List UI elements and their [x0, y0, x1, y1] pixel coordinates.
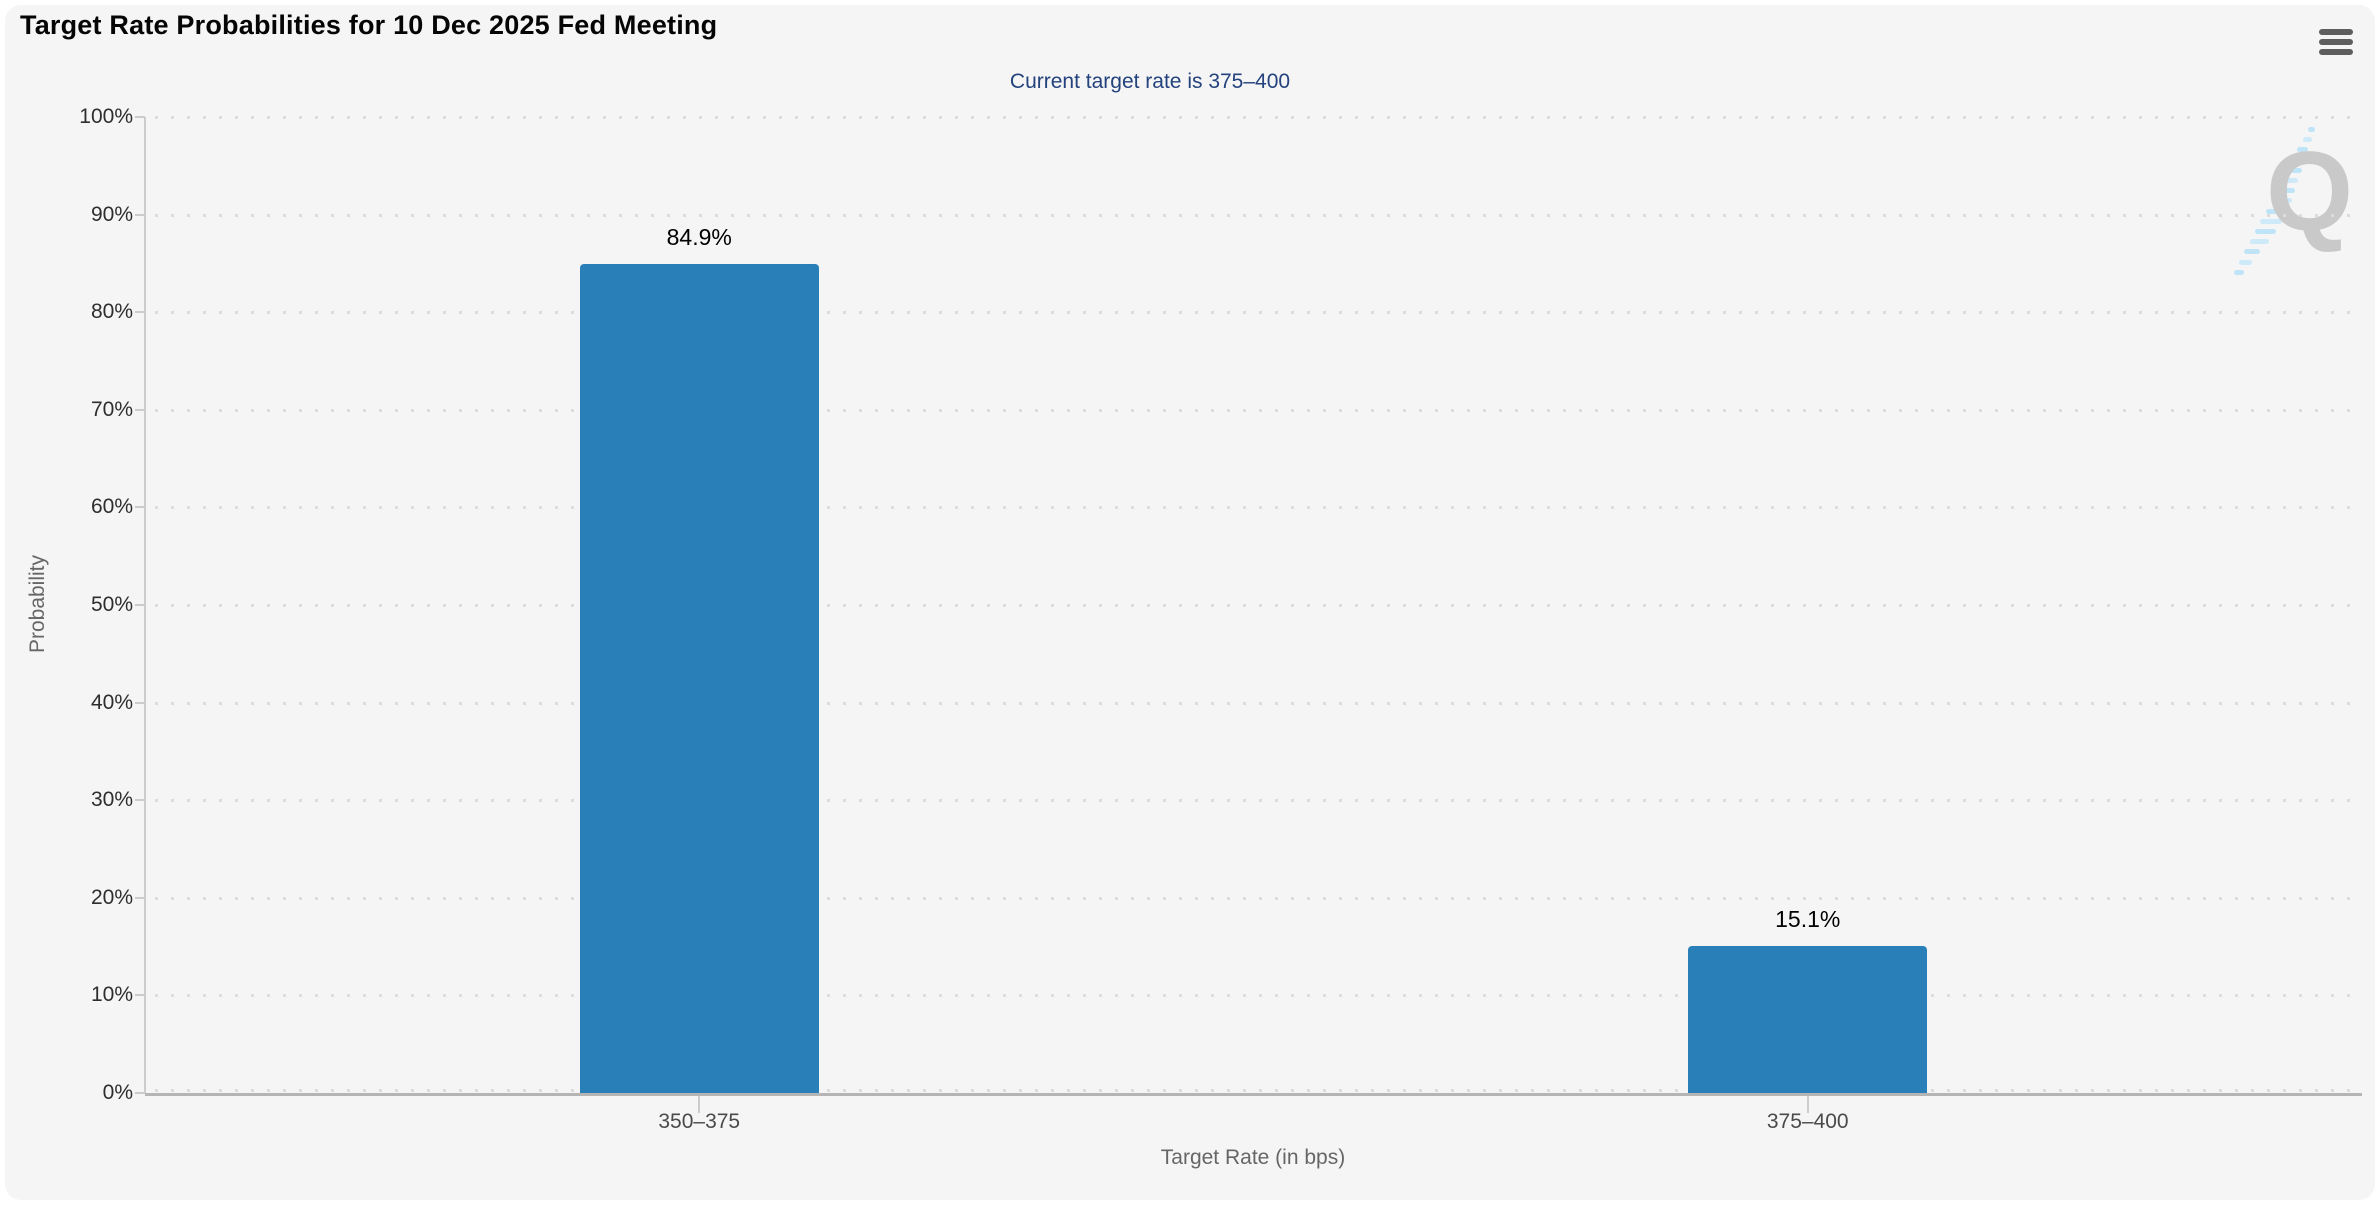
- y-gridline: [155, 896, 2362, 900]
- x-category-label: 375–400: [1766, 1110, 1849, 1133]
- y-axis-tick-label: 60%: [90, 495, 133, 519]
- y-gridline: [155, 116, 2362, 119]
- y-axis-tick: [135, 799, 145, 802]
- y-axis-tick-label: 30%: [90, 788, 133, 812]
- y-axis-tick: [135, 701, 145, 704]
- x-category-label: 350–375: [658, 1110, 741, 1133]
- y-axis-tick-label: 80%: [90, 300, 133, 324]
- bar-value-label: 84.9%: [666, 224, 732, 251]
- y-gridline: [155, 311, 2362, 315]
- y-axis-title: Probability: [26, 554, 49, 654]
- chart-context-menu-button[interactable]: [2310, 22, 2362, 62]
- y-axis-tick-label: 70%: [90, 397, 133, 421]
- y-axis-tick: [135, 408, 145, 411]
- y-axis-line: [144, 117, 146, 1093]
- chart-subtitle: Current target rate is 375–400: [1009, 70, 1291, 93]
- bar-value-label: 15.1%: [1775, 905, 1841, 932]
- probability-bar-350-375[interactable]: [579, 264, 819, 1093]
- y-axis-tick-label: 50%: [90, 593, 133, 616]
- y-axis-tick-label: 90%: [90, 202, 133, 226]
- y-axis-tick: [135, 896, 145, 899]
- x-axis-title: Target Rate (in bps): [1160, 1146, 1346, 1169]
- y-axis-tick: [135, 213, 145, 216]
- y-gridline: [155, 604, 2362, 607]
- y-gridline: [155, 213, 2362, 217]
- y-gridline: [155, 701, 2362, 705]
- chart-title: Target Rate Probabilities for 10 Dec 202…: [20, 10, 718, 40]
- y-axis-tick: [135, 994, 145, 997]
- y-axis-tick-label: 40%: [90, 690, 133, 714]
- y-axis-tick-label: 0%: [102, 1081, 133, 1104]
- y-axis-tick: [135, 311, 145, 314]
- hamburger-menu-icon: [2319, 29, 2353, 55]
- y-axis-tick-label: 100%: [79, 105, 133, 128]
- y-gridline: [155, 799, 2362, 803]
- x-axis-line: [145, 1093, 2362, 1096]
- y-gridline: [155, 994, 2362, 998]
- y-axis-tick-label: 20%: [90, 885, 133, 909]
- y-axis-tick-label: 10%: [90, 983, 133, 1007]
- y-axis-tick: [135, 1092, 145, 1094]
- chart-card: [5, 5, 2375, 1200]
- y-axis-tick: [135, 116, 145, 118]
- y-gridline: [155, 506, 2362, 510]
- y-gridline: [155, 1089, 2362, 1092]
- x-axis-tick: [1806, 1096, 1809, 1113]
- y-gridline: [155, 408, 2362, 412]
- y-axis-tick: [135, 604, 145, 606]
- y-axis-tick: [135, 506, 145, 509]
- x-axis-tick: [698, 1096, 701, 1113]
- probability-bar-375-400[interactable]: [1688, 945, 1928, 1093]
